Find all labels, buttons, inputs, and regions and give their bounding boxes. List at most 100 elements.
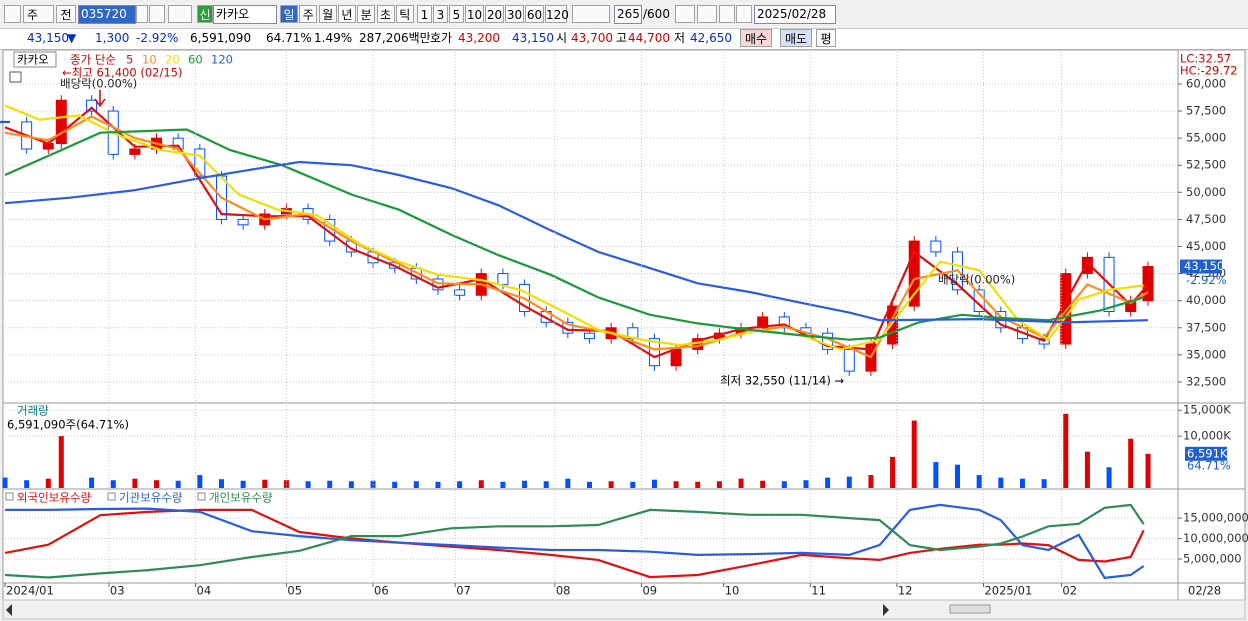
minute-button[interactable]: 5 — [449, 5, 464, 23]
save-icon[interactable] — [719, 5, 735, 23]
series-line — [4, 508, 1145, 579]
legend-icon — [5, 492, 14, 501]
table-icon[interactable] — [9, 71, 22, 83]
name-input[interactable]: 카카오 — [213, 5, 277, 24]
volume-bar — [24, 480, 30, 488]
y-tick-label: 10,000K — [1183, 429, 1231, 443]
zoom-slider[interactable] — [949, 604, 991, 614]
date-input[interactable]: 2025/02/28 — [754, 5, 836, 24]
series-line — [4, 104, 1144, 351]
interval-button[interactable]: 월 — [318, 5, 337, 23]
code-dropdown[interactable] — [136, 5, 148, 23]
volume-bar — [218, 479, 224, 488]
y-tick-label: 37,500 — [1186, 320, 1226, 334]
legend-entry: 외국인보유수량 — [17, 491, 91, 505]
minute-button[interactable]: 120 — [545, 5, 569, 23]
low-label: 저 — [674, 31, 686, 45]
volume-bar — [327, 480, 333, 488]
ask: 43,200 — [458, 31, 500, 45]
chart-title: 카카오 — [17, 53, 49, 67]
minute-button[interactable]: 10 — [465, 5, 484, 23]
volume: 6,591,090 — [190, 31, 252, 45]
price: 43,150 — [27, 31, 69, 45]
bid: 43,150 — [512, 31, 554, 45]
volume-box — [1185, 446, 1227, 461]
interval-button[interactable]: 초 — [376, 5, 395, 23]
x-tick-label: 12 — [898, 584, 913, 598]
period-select[interactable]: 주 — [23, 5, 54, 23]
last-price: 43,150 — [1184, 259, 1224, 273]
series-line — [4, 106, 1149, 359]
sell-button[interactable]: 매도 — [780, 29, 812, 47]
volume-bar — [132, 478, 138, 488]
candle — [55, 99, 67, 145]
legend-icon — [197, 492, 206, 501]
volume-bar — [1084, 451, 1090, 488]
turnover: 1.49% — [314, 31, 353, 45]
scroll-left[interactable] — [6, 604, 12, 616]
volume-bar — [933, 462, 939, 488]
high-label: 고 — [616, 31, 628, 45]
y-tick-label: 60,000 — [1186, 76, 1226, 90]
minute-button[interactable]: 20 — [485, 5, 504, 23]
last-date: 02/28 — [1188, 584, 1221, 598]
menu-icon[interactable] — [4, 5, 21, 23]
low: 42,650 — [690, 31, 732, 45]
ex-dividend: 배당락(0.00%) — [60, 77, 137, 91]
volume-bar — [522, 480, 528, 488]
interval-button[interactable]: 주 — [299, 5, 318, 23]
minute-button[interactable]: 3 — [433, 5, 448, 23]
x-tick-label: 2025/01 — [984, 584, 1032, 598]
y-tick-label: 52,500 — [1186, 158, 1226, 172]
series-line — [4, 115, 1149, 359]
legend-entry: 개인보유수량 — [209, 491, 273, 505]
search-button[interactable] — [149, 5, 165, 23]
interval-button[interactable]: 일 — [280, 5, 298, 23]
x-tick-label: 2024/01 — [6, 584, 54, 598]
buy-button[interactable]: 매수 — [740, 29, 772, 47]
scroll-right[interactable] — [883, 604, 889, 616]
interval-button[interactable]: 년 — [337, 5, 356, 23]
credit-badge: 신 — [197, 5, 213, 23]
interval-button[interactable]: 틱 — [395, 5, 414, 23]
legend-entry: 기관보유수량 — [119, 491, 183, 505]
volume-bar — [1145, 453, 1151, 488]
volume-bar — [998, 477, 1004, 488]
interval-button[interactable]: 분 — [357, 5, 376, 23]
volume-bar — [868, 475, 874, 488]
x-tick-label: 08 — [556, 584, 571, 598]
volume-bar — [1041, 479, 1047, 488]
change: 1,300 — [95, 31, 130, 45]
scrollbar[interactable] — [2, 599, 1246, 620]
candle — [648, 338, 660, 367]
sound-button[interactable] — [168, 5, 192, 23]
volume-bar — [110, 480, 116, 488]
ask-label: 호가 — [430, 31, 453, 45]
volume-bar — [240, 480, 246, 488]
x-tick-label: 05 — [287, 584, 302, 598]
count-input[interactable]: 265 — [614, 5, 642, 24]
price-select[interactable]: 전 — [56, 5, 76, 23]
volume-bar — [803, 480, 809, 488]
low-annotation: 최저 32,550 (11/14) → — [720, 374, 844, 388]
minute-button[interactable]: 30 — [505, 5, 524, 23]
volume-bar — [89, 477, 95, 488]
code-input[interactable]: 035720 — [78, 5, 136, 24]
legend-entry: 10 — [142, 53, 157, 67]
volume-bar — [695, 481, 701, 488]
candle — [584, 332, 595, 340]
minute-button[interactable]: 60 — [525, 5, 544, 23]
candle — [497, 273, 509, 285]
series-line — [5, 503, 1145, 580]
avg-button[interactable]: 평 — [816, 29, 836, 47]
tool-icon[interactable] — [697, 5, 717, 23]
y-tick-label: 5,000,000 — [1183, 552, 1242, 566]
blank-select[interactable] — [572, 5, 610, 23]
minute-button[interactable]: 1 — [417, 5, 432, 23]
candle-icon[interactable] — [675, 5, 695, 23]
settings-icon[interactable] — [736, 5, 752, 23]
volume-bar — [154, 480, 160, 488]
last-ratio: 64.71% — [1187, 458, 1231, 472]
volume-bar — [413, 481, 419, 488]
change-rate: -2.92% — [136, 31, 179, 45]
